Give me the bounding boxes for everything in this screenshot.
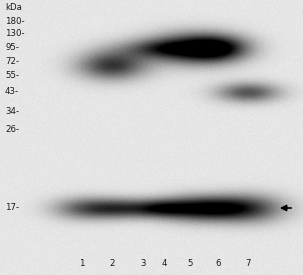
Text: 34-: 34- [5, 106, 19, 115]
Text: 180-: 180- [5, 18, 25, 26]
Text: 3: 3 [140, 259, 146, 268]
Text: 95-: 95- [5, 43, 19, 53]
Text: 43-: 43- [5, 87, 19, 97]
Text: 72-: 72- [5, 57, 19, 67]
Text: 130-: 130- [5, 29, 25, 37]
Text: 1: 1 [79, 259, 85, 268]
Text: 6: 6 [215, 259, 221, 268]
Text: 55-: 55- [5, 72, 19, 81]
Text: 26-: 26- [5, 125, 19, 134]
Text: 2: 2 [109, 259, 115, 268]
Text: 5: 5 [187, 259, 193, 268]
Text: 17-: 17- [5, 204, 19, 213]
Text: 7: 7 [245, 259, 251, 268]
Text: kDa: kDa [5, 4, 22, 12]
Text: 4: 4 [161, 259, 167, 268]
